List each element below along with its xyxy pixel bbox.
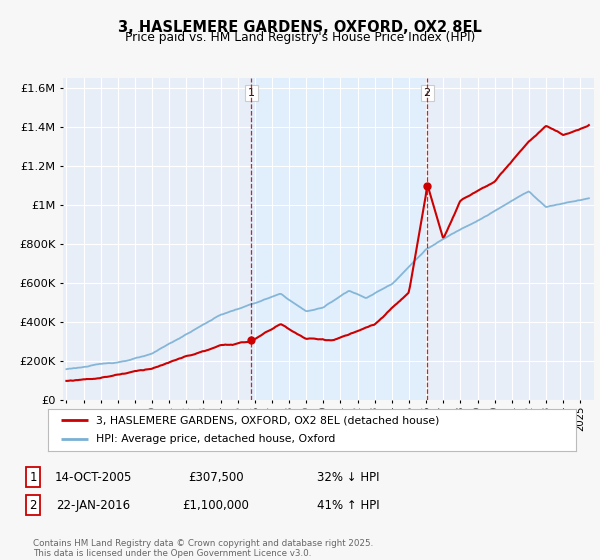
Text: 2: 2 [29, 498, 37, 512]
Text: 2: 2 [424, 88, 431, 98]
Bar [251, 78, 427, 400]
Text: £1,100,000: £1,100,000 [182, 498, 250, 512]
Text: 3, HASLEMERE GARDENS, OXFORD, OX2 8EL: 3, HASLEMERE GARDENS, OXFORD, OX2 8EL [118, 20, 482, 35]
Text: 1: 1 [29, 470, 37, 484]
Text: 41% ↑ HPI: 41% ↑ HPI [317, 498, 379, 512]
Text: Price paid vs. HM Land Registry's House Price Index (HPI): Price paid vs. HM Land Registry's House … [125, 31, 475, 44]
Text: 3, HASLEMERE GARDENS, OXFORD, OX2 8EL (detached house): 3, HASLEMERE GARDENS, OXFORD, OX2 8EL (d… [95, 415, 439, 425]
Text: £307,500: £307,500 [188, 470, 244, 484]
Text: 32% ↓ HPI: 32% ↓ HPI [317, 470, 379, 484]
Text: 14-OCT-2005: 14-OCT-2005 [55, 470, 131, 484]
Text: HPI: Average price, detached house, Oxford: HPI: Average price, detached house, Oxfo… [95, 435, 335, 445]
Text: 1: 1 [248, 88, 255, 98]
Text: 22-JAN-2016: 22-JAN-2016 [56, 498, 130, 512]
Text: Contains HM Land Registry data © Crown copyright and database right 2025.
This d: Contains HM Land Registry data © Crown c… [33, 539, 373, 558]
